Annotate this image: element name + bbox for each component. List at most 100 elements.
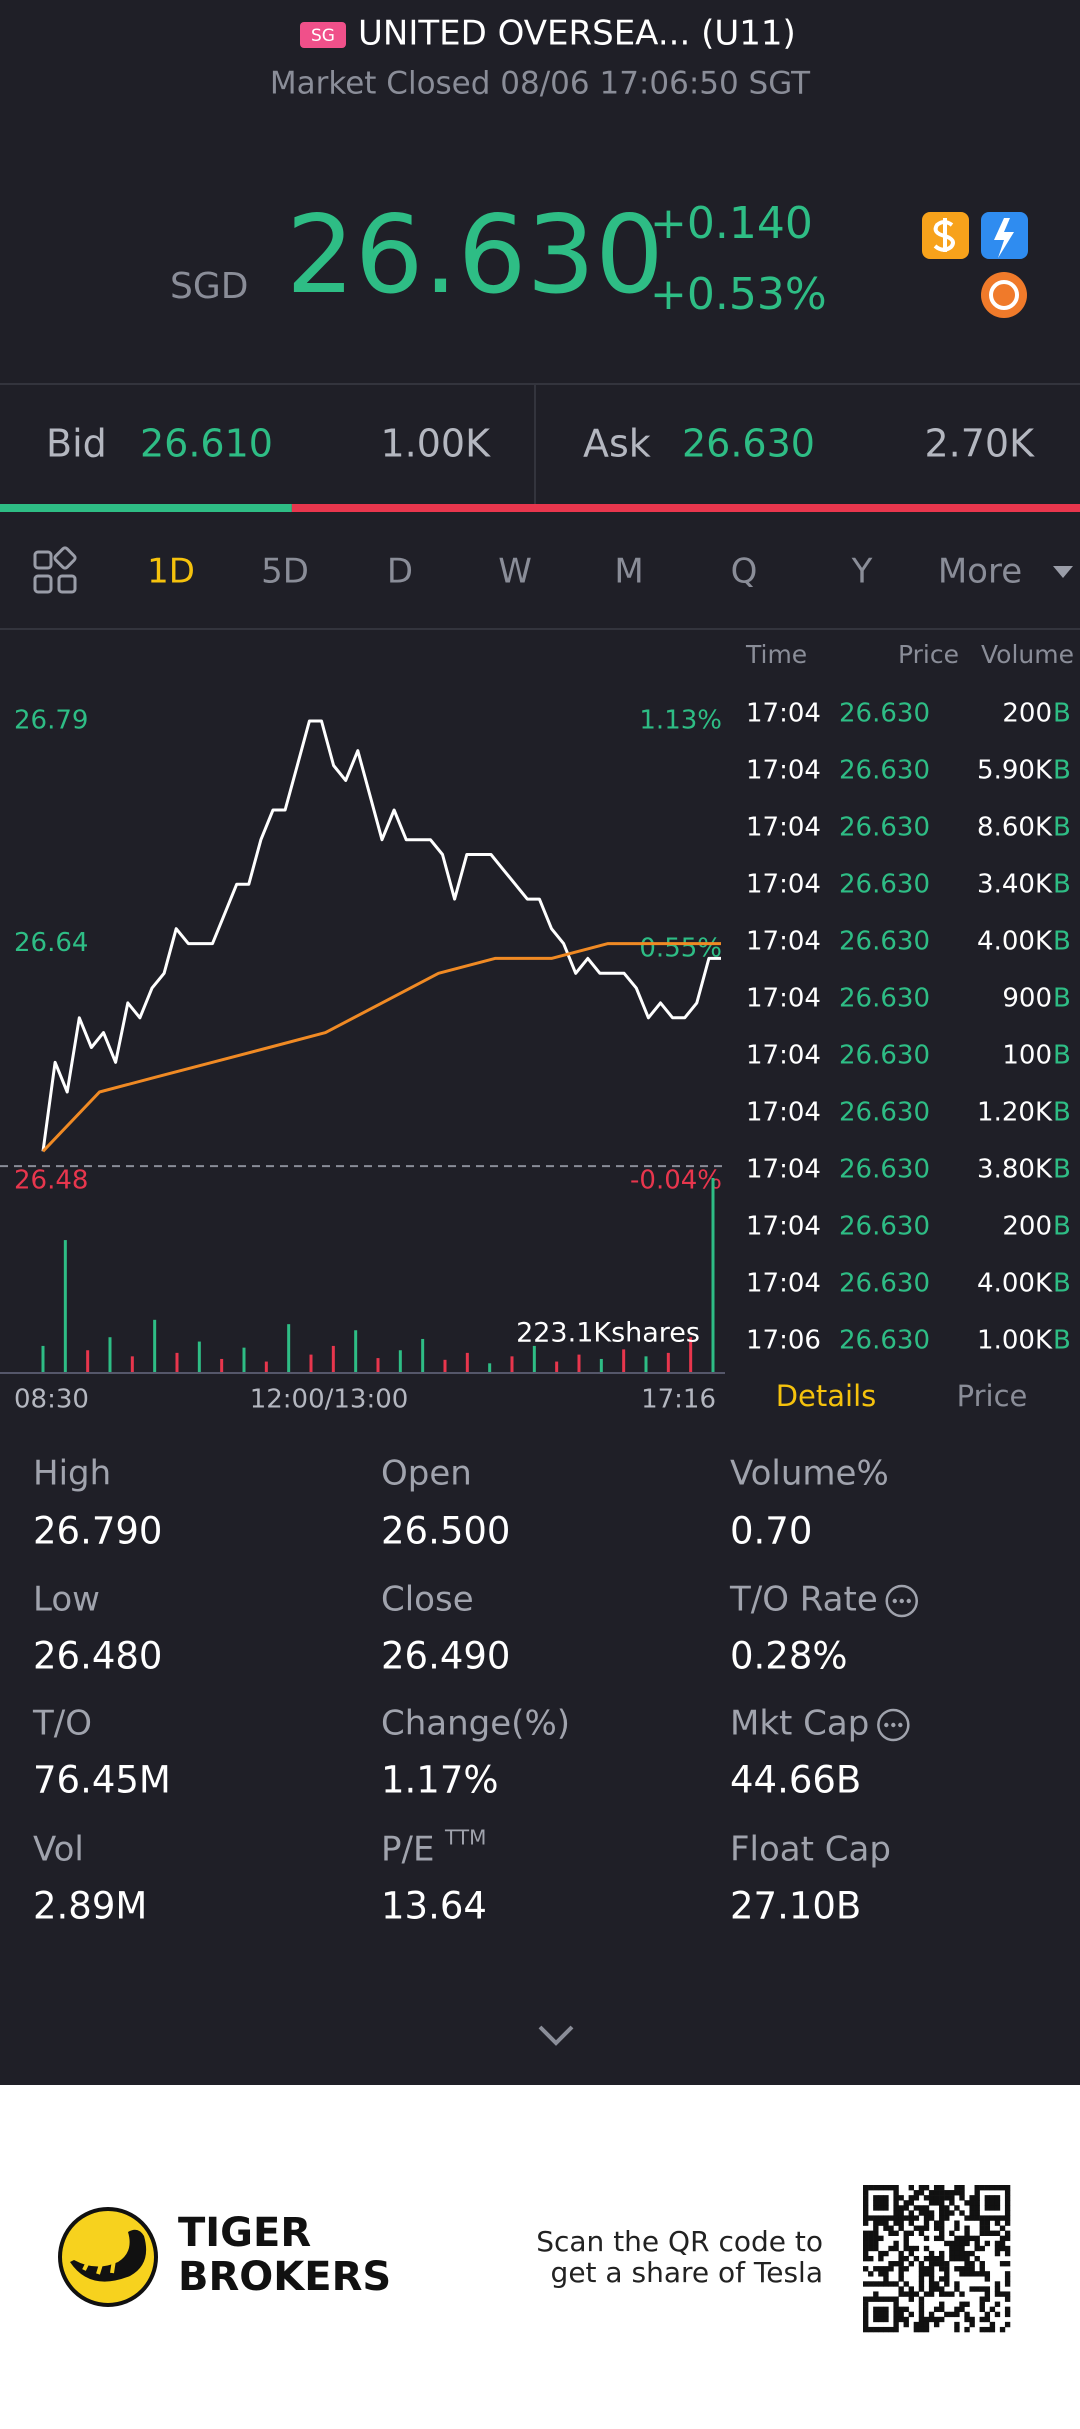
qr-cell — [918, 2326, 925, 2333]
currency: SGD — [170, 266, 248, 307]
qr-cell — [883, 2281, 889, 2287]
qr-cell — [994, 2215, 1001, 2221]
qr-cell — [903, 2230, 909, 2236]
detail-tab[interactable]: Details — [776, 1379, 877, 1413]
qr-cell — [893, 2311, 899, 2318]
qr-cell — [984, 2200, 991, 2206]
qr-cell — [893, 2301, 899, 2307]
qr-cell — [933, 2255, 940, 2262]
period-tab[interactable]: W — [498, 552, 532, 592]
info-icon[interactable] — [877, 1708, 910, 1742]
volume-label: 223.1Kshares — [516, 1318, 700, 1349]
qr-cell — [959, 2266, 965, 2272]
qr-cell — [959, 2190, 965, 2196]
stat-value: 26.490 — [381, 1635, 510, 1678]
dropdown-arrow[interactable] — [1053, 566, 1073, 578]
qr-cell — [868, 2255, 874, 2262]
qr-cell — [878, 2266, 884, 2272]
stat-label: Mkt Cap — [730, 1704, 869, 1744]
icon-badge[interactable] — [981, 272, 1027, 318]
qr-cell — [1004, 2205, 1011, 2211]
qr-cell — [939, 2230, 945, 2236]
qr-cell — [939, 2195, 945, 2201]
qr-cell — [974, 2245, 980, 2252]
qr-cell — [979, 2230, 985, 2236]
qr-cell — [878, 2185, 884, 2191]
qr-cell — [923, 2205, 930, 2211]
grid-icon[interactable] — [33, 546, 77, 594]
period-tab[interactable]: D — [387, 552, 413, 592]
qr-cell — [878, 2215, 884, 2221]
qr-cell — [878, 2235, 884, 2242]
stat-label: High — [33, 1454, 111, 1494]
qr-cell — [878, 2316, 884, 2323]
qr-cell — [913, 2215, 920, 2221]
period-tab[interactable]: M — [614, 552, 643, 592]
qr-cell — [933, 2321, 940, 2328]
trade-volume: 900 — [1002, 984, 1052, 1014]
qr-cell — [908, 2250, 914, 2257]
volume-bar — [108, 1337, 112, 1372]
qr-cell — [994, 2240, 1001, 2247]
stat-label: T/O — [32, 1704, 92, 1744]
qr-cell — [893, 2210, 899, 2216]
y-tick-label: 26.64 — [14, 928, 88, 958]
trade-side: B — [1053, 813, 1071, 843]
qr-cell — [984, 2291, 991, 2297]
qr-cell — [959, 2240, 965, 2247]
qr-cell — [883, 2266, 889, 2272]
period-tab[interactable]: More — [938, 552, 1022, 592]
qr-cell — [939, 2255, 945, 2262]
qr-cell — [868, 2185, 874, 2191]
qr-cell — [928, 2276, 935, 2282]
qr-cell — [999, 2215, 1006, 2221]
qr-cell — [913, 2255, 920, 2262]
qr-cell — [888, 2185, 894, 2191]
qr-cell — [863, 2245, 869, 2252]
qr-cell — [989, 2215, 996, 2221]
qr-cell — [949, 2240, 955, 2247]
qr-cell — [873, 2195, 879, 2201]
qr-cell — [969, 2266, 975, 2272]
qr-cell — [974, 2271, 980, 2277]
period-tab[interactable]: 1D — [147, 552, 195, 592]
qr-cell — [913, 2205, 920, 2211]
expand-chevron[interactable] — [538, 2025, 574, 2046]
qr-cell — [954, 2326, 960, 2333]
trades-header: Price — [898, 640, 959, 669]
qr-cell — [898, 2311, 904, 2318]
info-dot — [899, 1598, 904, 1604]
qr-cell — [903, 2235, 909, 2242]
qr-cell — [918, 2185, 925, 2191]
qr-cell — [928, 2266, 935, 2272]
detail-tab[interactable]: Price — [957, 1379, 1028, 1413]
qr-cell — [893, 2240, 899, 2247]
qr-cell — [873, 2220, 879, 2226]
period-tab[interactable]: Q — [731, 552, 758, 592]
period-tab[interactable]: 5D — [261, 552, 309, 592]
qr-cell — [893, 2195, 899, 2201]
qr-cell — [1004, 2276, 1011, 2282]
qr-cell — [898, 2255, 904, 2262]
period-tab[interactable]: Y — [851, 552, 873, 592]
qr-cell — [939, 2190, 945, 2196]
qr-cell — [933, 2195, 940, 2201]
qr-cell — [873, 2291, 879, 2297]
qr-cell — [923, 2235, 930, 2242]
trade-volume: 4.00K — [977, 927, 1053, 957]
qr-cell — [888, 2296, 894, 2302]
qr-cell — [984, 2316, 991, 2323]
qr-cell — [893, 2316, 899, 2323]
qr-cell — [923, 2316, 930, 2323]
qr-cell — [908, 2195, 914, 2201]
volume-bar — [421, 1338, 425, 1372]
qr-cell — [883, 2205, 889, 2211]
qr-cell — [974, 2195, 980, 2201]
info-icon[interactable] — [885, 1584, 919, 1618]
qr-cell — [888, 2230, 894, 2236]
qr-cell — [964, 2230, 970, 2236]
volume-bar — [264, 1361, 268, 1372]
volume-bar — [242, 1347, 246, 1372]
